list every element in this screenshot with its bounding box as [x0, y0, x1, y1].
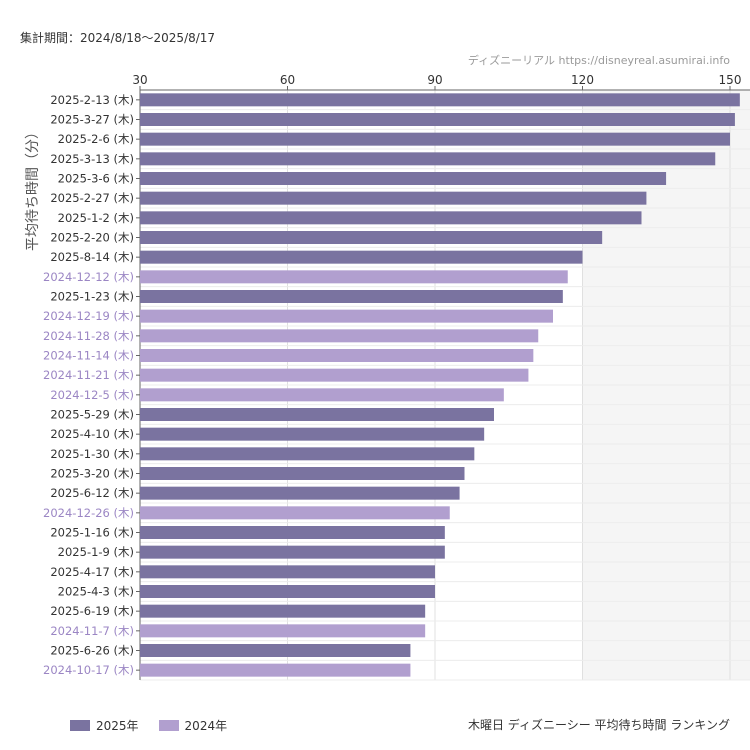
bar	[140, 93, 740, 107]
legend-item-2024: 2024年	[158, 717, 228, 734]
category-label: 2025-6-26 (木)	[50, 644, 134, 658]
legend-label-2025: 2025年	[96, 719, 139, 733]
category-label: 2025-1-16 (木)	[50, 526, 134, 540]
bar	[140, 388, 504, 402]
category-label: 2025-1-30 (木)	[50, 447, 134, 461]
category-label: 2024-12-5 (木)	[50, 388, 134, 402]
category-label: 2025-1-2 (木)	[58, 211, 134, 225]
bar	[140, 644, 411, 657]
category-label: 2024-11-28 (木)	[43, 329, 134, 343]
bar	[140, 545, 445, 559]
x-tick-label: 90	[427, 73, 442, 87]
category-label: 2024-12-12 (木)	[43, 270, 134, 284]
category-label: 2025-2-6 (木)	[58, 132, 134, 146]
legend-swatch-2025	[70, 720, 90, 731]
bar	[140, 408, 494, 421]
category-label: 2024-10-17 (木)	[43, 663, 134, 677]
bar	[140, 250, 583, 264]
category-label: 2025-1-9 (木)	[58, 545, 134, 559]
category-label: 2025-4-17 (木)	[50, 565, 134, 579]
bar	[140, 526, 445, 539]
bar	[140, 270, 568, 284]
category-label: 2024-12-26 (木)	[43, 506, 134, 520]
category-label: 2025-2-13 (木)	[50, 93, 134, 107]
category-label: 2025-8-14 (木)	[50, 250, 134, 264]
category-label: 2024-12-19 (木)	[43, 309, 134, 323]
category-label: 2025-3-6 (木)	[58, 172, 134, 186]
legend: 2025年 2024年	[70, 717, 227, 734]
legend-label-2024: 2024年	[184, 719, 228, 733]
bar	[140, 290, 563, 303]
site-credit: ディズニーリアル https://disneyreal.asumirai.inf…	[467, 54, 730, 67]
category-label: 2024-11-14 (木)	[43, 349, 134, 363]
bar	[140, 191, 647, 205]
bar-chart: 30 60 90 120 150 2025-2-13 (木) 2025-3-27 (木) 20…	[25, 73, 750, 681]
bar	[140, 427, 485, 441]
bar	[140, 565, 435, 579]
bar	[140, 231, 603, 244]
bar	[140, 309, 553, 323]
category-label: 2025-3-13 (木)	[50, 152, 134, 166]
bar	[140, 368, 529, 382]
category-label: 2024-11-21 (木)	[43, 368, 134, 382]
bar	[140, 467, 465, 480]
bar	[140, 211, 642, 225]
category-label: 2025-5-29 (木)	[50, 408, 134, 422]
category-label: 2024-11-7 (木)	[50, 624, 134, 638]
category-label: 2025-2-20 (木)	[50, 231, 134, 245]
x-tick-label: 30	[132, 73, 147, 87]
bar	[140, 349, 534, 362]
bar	[140, 113, 735, 126]
category-label: 2025-3-27 (木)	[50, 113, 134, 127]
bar	[140, 152, 716, 166]
bar	[140, 172, 667, 185]
legend-item-2025: 2025年	[70, 717, 139, 734]
bar	[140, 604, 426, 618]
category-label: 2025-1-23 (木)	[50, 290, 134, 304]
legend-swatch-2024	[158, 720, 179, 731]
bar	[140, 486, 460, 500]
category-label: 2025-6-12 (木)	[50, 486, 134, 500]
bar	[140, 329, 539, 343]
bar	[140, 506, 450, 520]
category-label: 2025-3-20 (木)	[50, 467, 134, 481]
bar	[140, 447, 475, 461]
category-label: 2025-6-19 (木)	[50, 604, 134, 618]
y-axis-label: 平均待ち時間（分）	[25, 125, 41, 251]
period-label: 集計期間：2024/8/18〜2025/8/17	[20, 31, 216, 45]
category-label: 2025-4-10 (木)	[50, 427, 134, 441]
bar	[140, 132, 730, 146]
x-tick-label: 150	[719, 73, 742, 87]
category-label: 2025-2-27 (木)	[50, 191, 134, 205]
x-tick-label: 60	[280, 73, 295, 87]
x-tick-label: 120	[571, 73, 594, 87]
category-label: 2025-4-3 (木)	[58, 585, 134, 599]
chart-footer-title: 木曜日 ディズニーシー 平均待ち時間 ランキング	[467, 718, 730, 732]
bar	[140, 624, 426, 638]
bar	[140, 585, 435, 598]
bar	[140, 663, 411, 677]
